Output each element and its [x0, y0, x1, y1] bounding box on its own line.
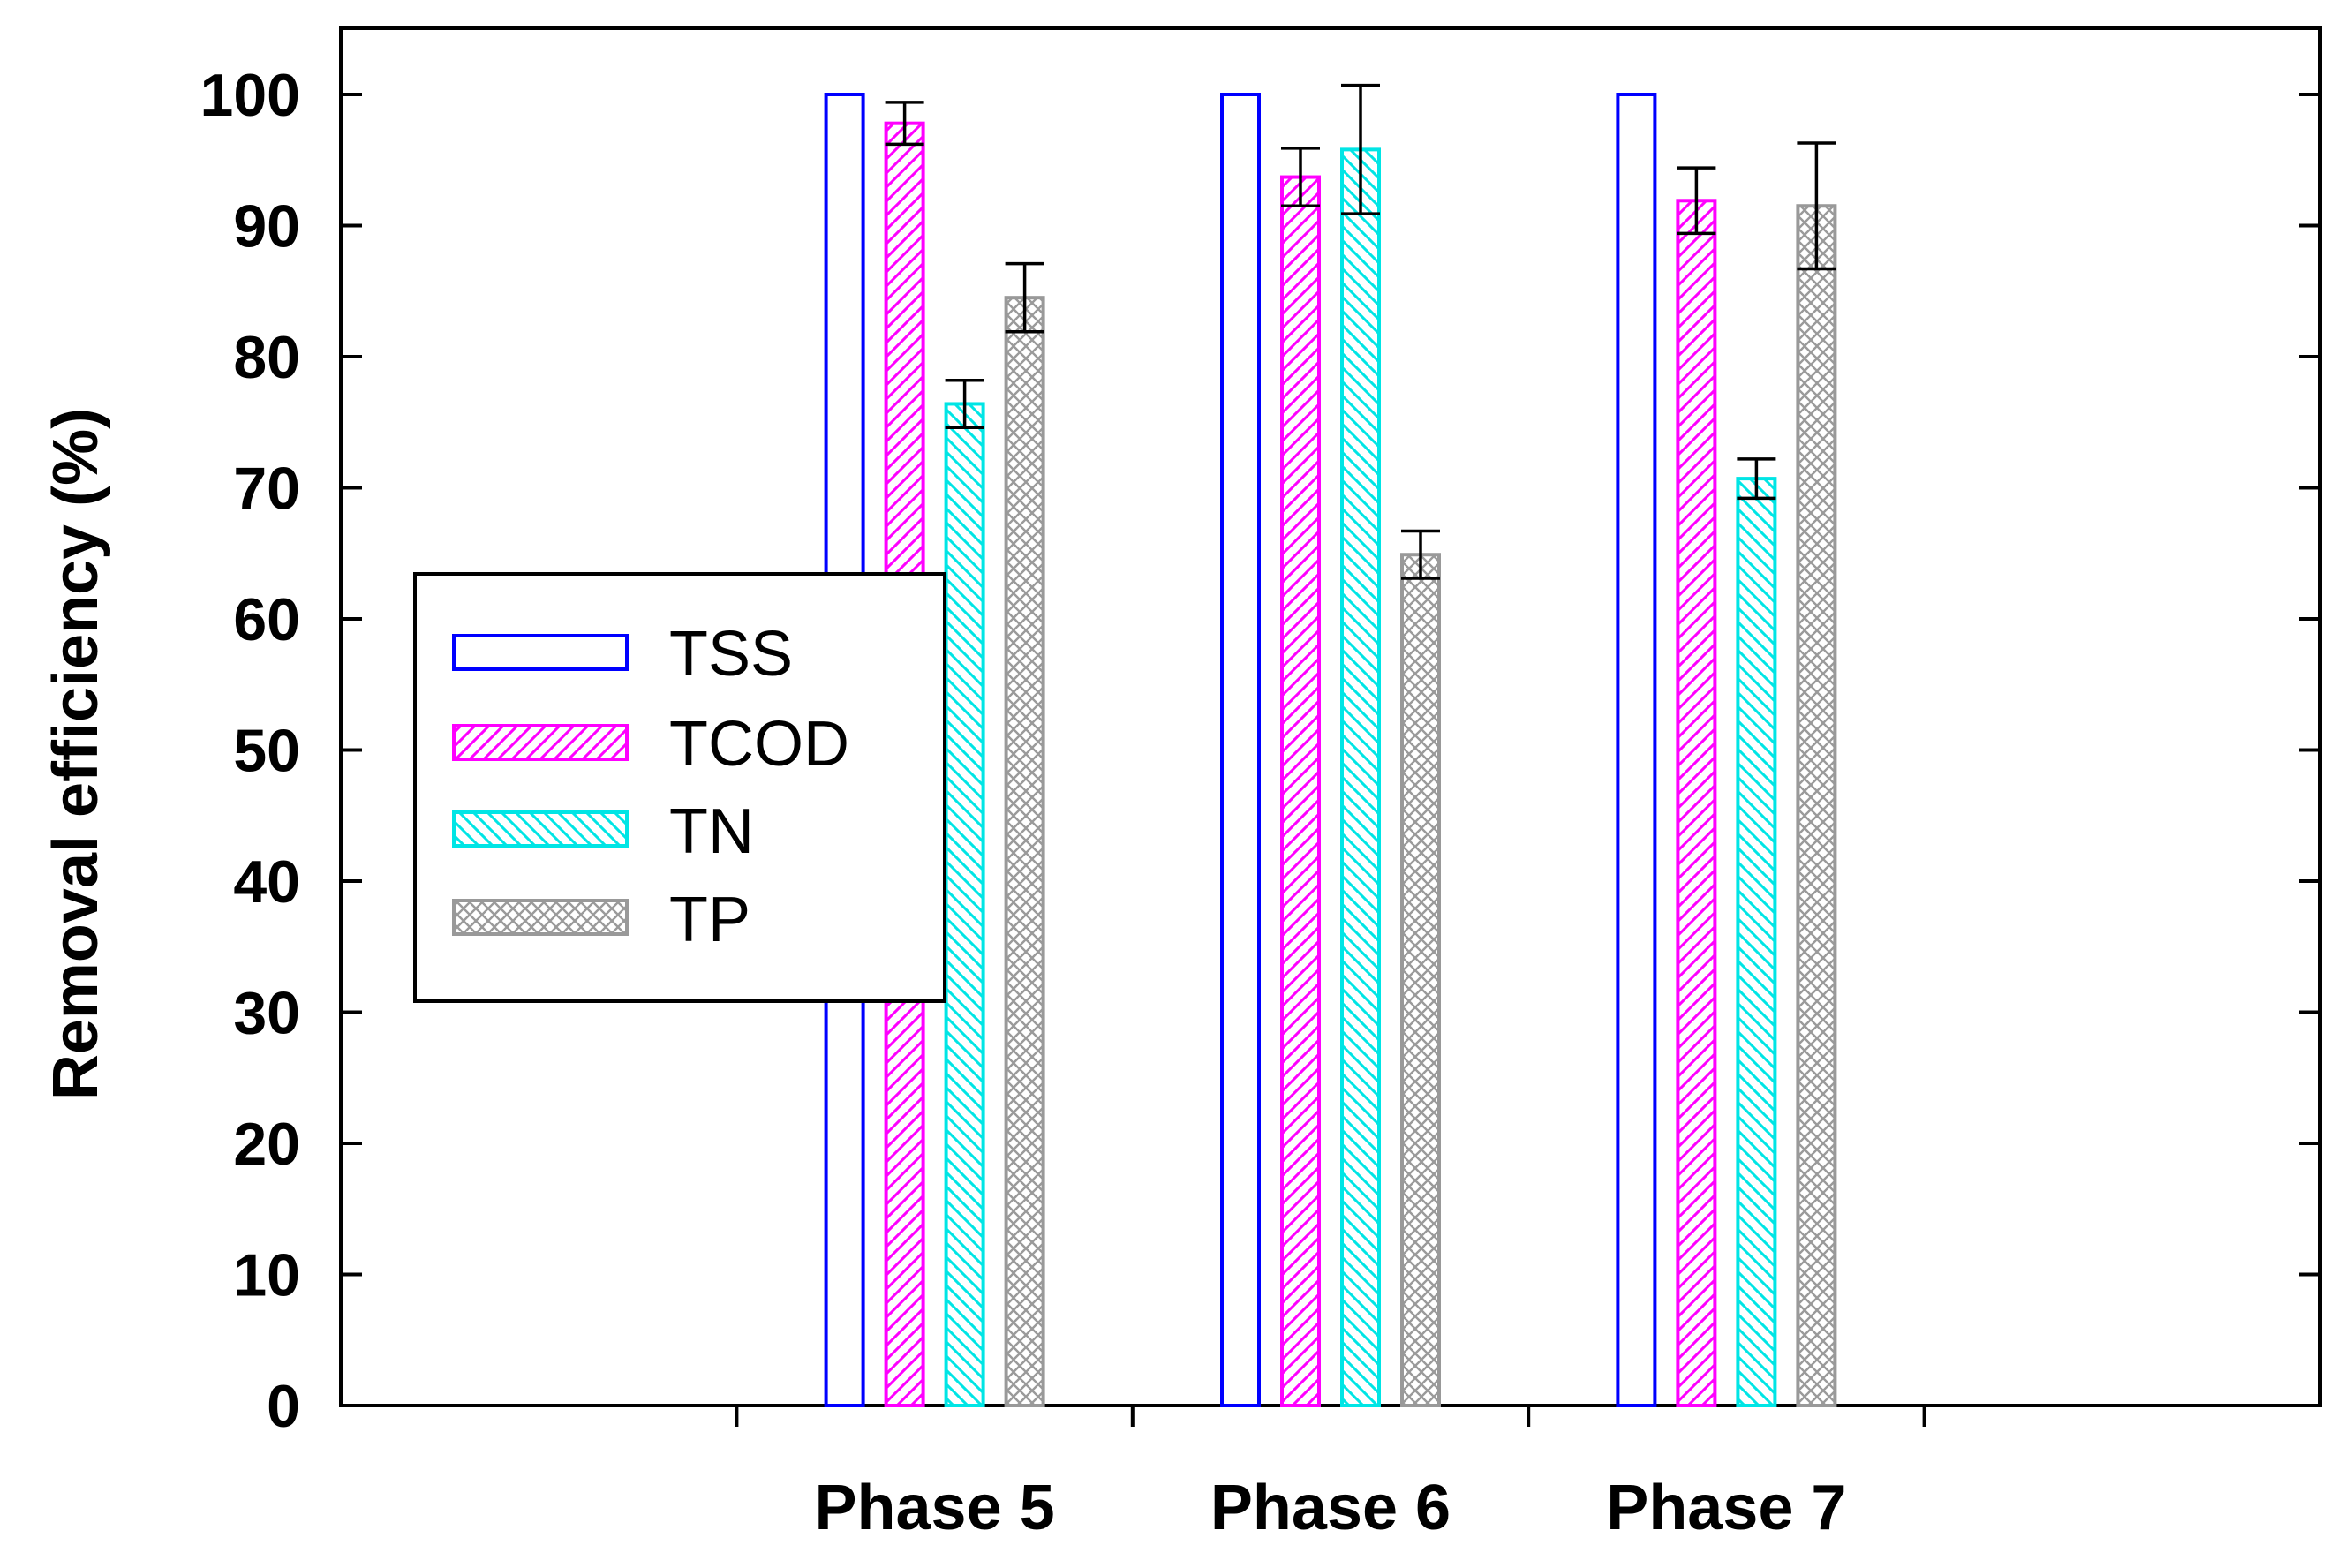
bar-tn-phase-7: [1736, 477, 1777, 1407]
y-tick-label-100: 100: [200, 62, 300, 129]
legend-swatch-tcod: [452, 724, 629, 761]
y-tick-label-80: 80: [233, 324, 300, 391]
y-axis-title: Removal efficiency (%): [41, 408, 111, 1100]
legend-swatch-tss: [452, 634, 629, 671]
x-tick-label-phase-5: Phase 5: [815, 1473, 1055, 1543]
y-tick-label-20: 20: [233, 1111, 300, 1178]
bar-tp-phase-5: [1004, 296, 1045, 1407]
bar-tss-phase-7: [1616, 93, 1657, 1407]
y-tick-label-30: 30: [233, 980, 300, 1047]
legend-swatch-tp: [452, 899, 629, 936]
bar-tn-phase-6: [1340, 147, 1381, 1407]
bar-tcod-phase-6: [1280, 175, 1321, 1407]
bar-tn-phase-5: [944, 402, 985, 1408]
legend-label-tn: TN: [669, 796, 754, 867]
x-tick-label-phase-7: Phase 7: [1606, 1473, 1846, 1543]
plot-frame: [339, 26, 2322, 1407]
bar-tcod-phase-7: [1676, 199, 1717, 1407]
y-tick-label-40: 40: [233, 848, 300, 916]
y-tick-label-10: 10: [233, 1242, 300, 1309]
legend-label-tp: TP: [669, 885, 750, 955]
bar-tss-phase-6: [1220, 93, 1261, 1407]
y-tick-label-70: 70: [233, 456, 300, 523]
y-axis-ticks: 0 10 20 30 40 50 60 70 80 90 100: [200, 62, 2320, 1440]
bar-tp-phase-6: [1400, 553, 1441, 1407]
bar-series: [824, 93, 1837, 1408]
y-tick-label-50: 50: [233, 718, 300, 785]
x-tick-label-phase-6: Phase 6: [1210, 1473, 1451, 1543]
error-bars: [885, 83, 1836, 580]
y-tick-label-90: 90: [233, 193, 300, 260]
legend-label-tcod: TCOD: [669, 709, 849, 780]
y-tick-label-0: 0: [267, 1373, 300, 1440]
legend: TSS TCOD TN TP: [413, 572, 946, 1003]
legend-label-tss: TSS: [669, 619, 793, 690]
x-axis-ticks: Phase 5 Phase 6 Phase 7: [735, 1406, 1926, 1543]
legend-swatch-tn: [452, 810, 629, 848]
bar-tp-phase-7: [1796, 204, 1837, 1408]
y-tick-label-60: 60: [233, 586, 300, 653]
